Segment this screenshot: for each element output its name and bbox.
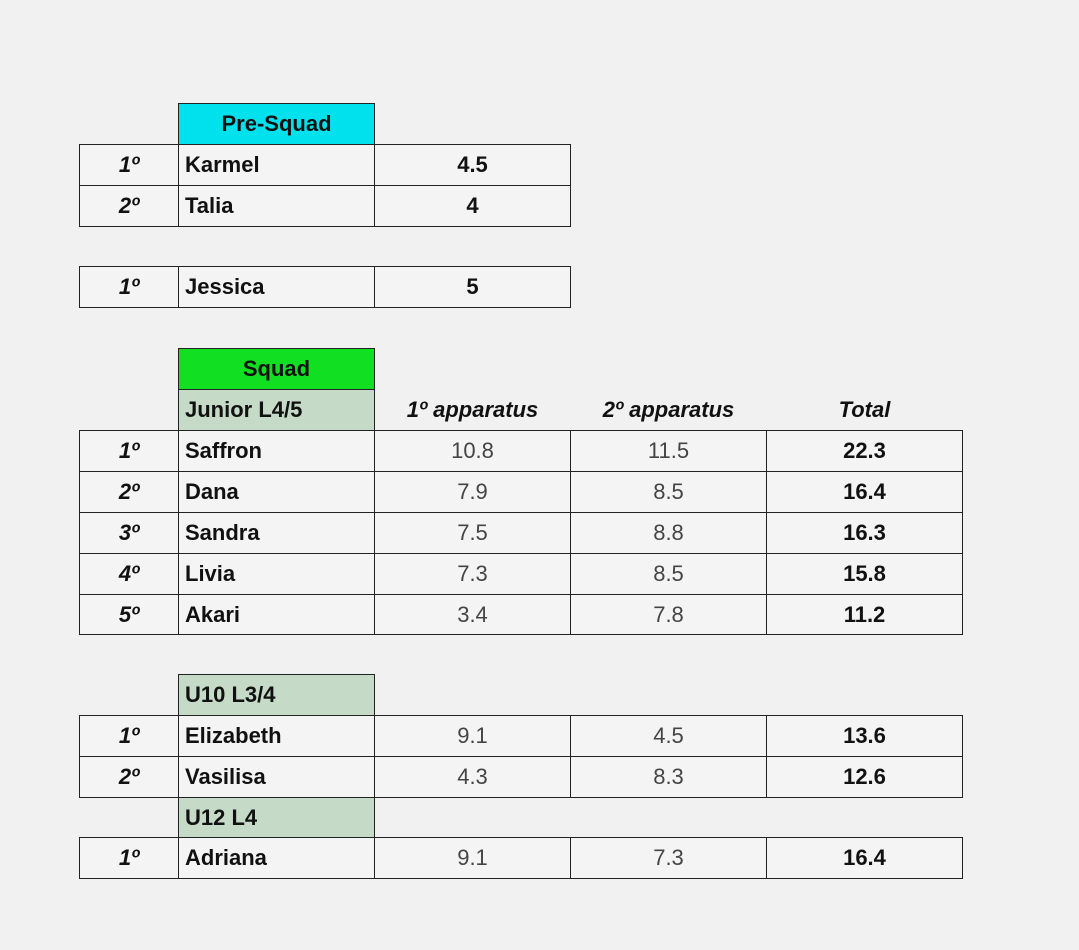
name-cell: Sandra	[178, 512, 375, 554]
score-cell: 5	[374, 266, 571, 308]
rank-cell: 5º	[79, 594, 179, 635]
rank-cell: 1º	[79, 266, 179, 308]
rank-cell: 4º	[79, 553, 179, 595]
name-cell: Talia	[178, 185, 375, 227]
category-label: U10 L3/4	[178, 674, 375, 716]
total-cell: 15.8	[766, 553, 963, 595]
name-cell: Karmel	[178, 144, 375, 186]
name-cell: Jessica	[178, 266, 375, 308]
name-cell: Adriana	[178, 837, 375, 879]
column-header: Total	[838, 397, 891, 422]
total-cell: 16.3	[766, 512, 963, 554]
apparatus2-cell: 11.5	[570, 430, 767, 472]
score-cell: 4	[374, 185, 571, 227]
score-cell: 4.5	[374, 144, 571, 186]
apparatus2-cell: 7.8	[570, 594, 767, 635]
total-cell: 11.2	[766, 594, 963, 635]
squad-header: Squad	[178, 348, 375, 390]
rank-cell: 1º	[79, 430, 179, 472]
apparatus1-cell: 9.1	[374, 715, 571, 757]
rank-cell: 2º	[79, 471, 179, 513]
name-cell: Akari	[178, 594, 375, 635]
name-cell: Dana	[178, 471, 375, 513]
apparatus2-cell: 8.5	[570, 471, 767, 513]
apparatus1-cell: 10.8	[374, 430, 571, 472]
total-cell: 12.6	[766, 756, 963, 798]
apparatus1-cell: 4.3	[374, 756, 571, 798]
category-label: Junior L4/5	[178, 389, 375, 431]
rank-cell: 2º	[79, 756, 179, 798]
apparatus2-cell: 8.5	[570, 553, 767, 595]
column-header: 1º apparatus	[406, 397, 539, 422]
total-cell: 22.3	[766, 430, 963, 472]
apparatus2-cell: 4.5	[570, 715, 767, 757]
category-label: U12 L4	[178, 797, 375, 838]
apparatus1-cell: 7.3	[374, 553, 571, 595]
apparatus1-cell: 9.1	[374, 837, 571, 879]
rank-cell: 1º	[79, 144, 179, 186]
rank-cell: 1º	[79, 715, 179, 757]
name-cell: Elizabeth	[178, 715, 375, 757]
name-cell: Livia	[178, 553, 375, 595]
total-cell: 16.4	[766, 471, 963, 513]
apparatus1-cell: 3.4	[374, 594, 571, 635]
rank-cell: 2º	[79, 185, 179, 227]
apparatus1-cell: 7.9	[374, 471, 571, 513]
column-header: 2º apparatus	[602, 397, 735, 422]
name-cell: Saffron	[178, 430, 375, 472]
apparatus2-cell: 7.3	[570, 837, 767, 879]
name-cell: Vasilisa	[178, 756, 375, 798]
rank-cell: 1º	[79, 837, 179, 879]
total-cell: 13.6	[766, 715, 963, 757]
rank-cell: 3º	[79, 512, 179, 554]
pre-squad-header: Pre-Squad	[178, 103, 375, 145]
total-cell: 16.4	[766, 837, 963, 879]
apparatus2-cell: 8.3	[570, 756, 767, 798]
apparatus2-cell: 8.8	[570, 512, 767, 554]
apparatus1-cell: 7.5	[374, 512, 571, 554]
